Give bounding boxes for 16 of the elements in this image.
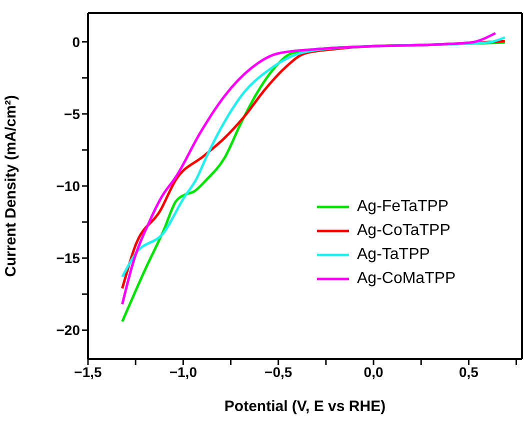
y-tick-label: 0 [72, 34, 80, 50]
legend-label: Ag-FeTaTPP [357, 197, 449, 217]
y-tick-label: −5 [64, 106, 80, 122]
y-tick-label: −20 [56, 322, 80, 338]
legend-label: Ag-TaTPP [357, 245, 430, 265]
x-tick-label: 0,0 [364, 364, 384, 380]
legend-label: Ag-CoTaTPP [357, 221, 450, 241]
y-tick-label: −10 [56, 178, 80, 194]
x-axis-title: Potential (V, E vs RHE) [224, 398, 386, 415]
x-tick-label: −1,5 [74, 364, 102, 380]
y-tick-label: −15 [56, 250, 80, 266]
x-tick-label: 0,5 [458, 364, 479, 380]
legend-label: Ag-CoMaTPP [357, 269, 456, 289]
x-tick-label: −1,0 [169, 364, 198, 380]
y-axis-title: Current Density (mA/cm²) [2, 95, 20, 277]
x-tick-label: −0,5 [264, 364, 292, 380]
